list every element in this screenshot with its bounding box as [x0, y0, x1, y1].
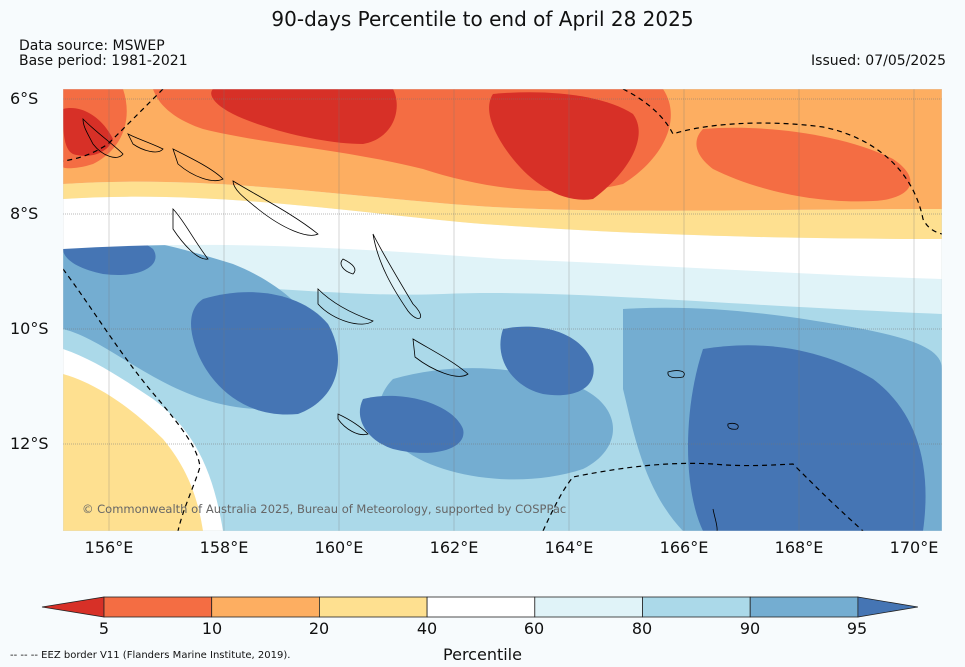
colorbar-segment-above-95: [857, 596, 918, 618]
colorbar-label: Percentile: [443, 645, 522, 664]
colorbar-segment-7: [749, 596, 859, 618]
colorbar-segment-6: [642, 596, 751, 618]
region-20-40: [63, 181, 942, 239]
lat-label-12s: 12°S: [10, 434, 49, 453]
lon-label-162e: 162°E: [429, 538, 479, 557]
lon-label-168e: 168°E: [774, 538, 824, 557]
region-95-a: [191, 292, 338, 415]
colorbar-segment-2: [211, 596, 320, 618]
lat-label-8s: 8°S: [10, 204, 39, 223]
cb-tick-5: 5: [98, 619, 110, 638]
colorbar-segment-1: [103, 596, 213, 618]
cb-tick-80: 80: [631, 619, 653, 638]
cb-tick-90: 90: [739, 619, 761, 638]
lon-label-166e: 166°E: [659, 538, 709, 557]
coastlines: [82, 118, 739, 531]
region-below-5-b: [211, 89, 397, 144]
lon-label-160e: 160°E: [314, 538, 364, 557]
lon-label-158e: 158°E: [199, 538, 249, 557]
percentile-map: [63, 89, 942, 531]
colorbar: [41, 596, 918, 618]
region-95-d: [500, 326, 594, 396]
region-sw-20-40: [63, 374, 203, 531]
region-95-e: [359, 395, 464, 453]
data-source: Data source: MSWEP: [19, 38, 165, 54]
cb-tick-40: 40: [416, 619, 438, 638]
cb-tick-10: 10: [201, 619, 223, 638]
lon-label-170e: 170°E: [889, 538, 939, 557]
lat-label-10s: 10°S: [10, 319, 49, 338]
eez-note: -- -- -- EEZ border V11 (Flanders Marine…: [10, 650, 291, 661]
lat-label-6s: 6°S: [10, 89, 39, 108]
map-title: 90-days Percentile to end of April 28 20…: [271, 7, 694, 31]
region-below-5-c: [63, 108, 113, 156]
region-below-5-a: [489, 92, 639, 200]
lon-label-164e: 164°E: [544, 538, 594, 557]
colorbar-segment-5: [534, 596, 643, 618]
colorbar-segment-below-5: [41, 596, 105, 618]
eez-borders: [63, 89, 942, 531]
gridlines: [63, 89, 942, 531]
cb-tick-20: 20: [308, 619, 330, 638]
issued-date: Issued: 07/05/2025: [811, 53, 946, 69]
region-95-c: [688, 345, 926, 531]
cb-tick-95: 95: [846, 619, 868, 638]
region-5-10-b: [696, 127, 911, 202]
colorbar-segment-4: [426, 596, 536, 618]
copyright-note: © Commonwealth of Australia 2025, Bureau…: [82, 502, 567, 516]
cb-tick-60: 60: [523, 619, 545, 638]
lon-label-156e: 156°E: [84, 538, 134, 557]
colorbar-segment-3: [318, 596, 428, 618]
base-period: Base period: 1981-2021: [19, 53, 188, 69]
region-40-60: [63, 196, 942, 279]
